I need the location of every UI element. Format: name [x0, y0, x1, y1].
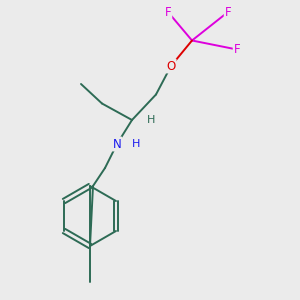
Text: F: F: [165, 5, 171, 19]
Text: O: O: [167, 59, 176, 73]
Text: H: H: [132, 139, 141, 149]
Text: N: N: [112, 137, 122, 151]
Text: F: F: [234, 43, 240, 56]
Text: F: F: [225, 5, 231, 19]
Text: H: H: [147, 115, 156, 125]
